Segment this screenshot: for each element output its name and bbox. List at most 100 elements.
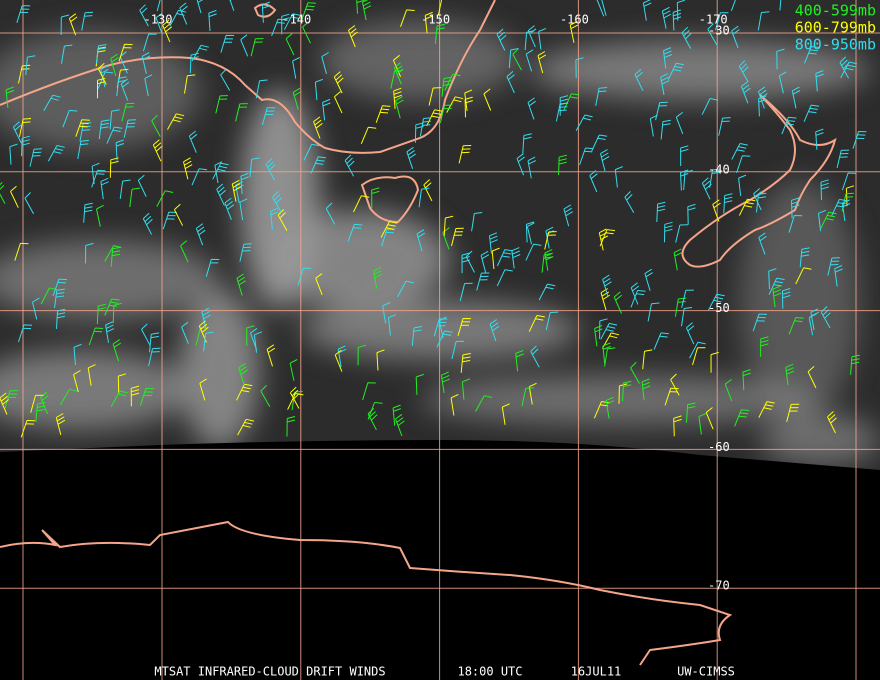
wind-barb: [333, 71, 344, 94]
wind-barb: [820, 306, 831, 329]
wind-barb: [642, 0, 652, 21]
wind-barb: [807, 366, 817, 389]
wind-barb: [738, 60, 749, 83]
wind-barb: [730, 0, 736, 11]
wind-barb: [656, 201, 666, 223]
wind-barb: [613, 291, 623, 314]
wind-barb: [673, 415, 682, 437]
wind-barb: [525, 243, 542, 261]
wind-barb: [601, 0, 607, 16]
wind-barb: [757, 11, 770, 31]
wind-barb: [641, 378, 651, 400]
wind-barb: [559, 95, 569, 116]
wind-barb: [439, 104, 453, 124]
wind-barb: [686, 402, 696, 423]
wind-barb: [195, 223, 206, 246]
wind-barb: [575, 57, 584, 78]
wind-barb: [423, 179, 433, 202]
wind-barb: [54, 288, 65, 309]
wind-barb: [201, 307, 211, 330]
wind-barb: [246, 325, 255, 346]
wind-barb: [35, 402, 46, 422]
longitude-label: -130: [144, 13, 173, 27]
wind-barb: [216, 183, 227, 206]
wind-barb: [270, 207, 279, 230]
wind-barb: [753, 188, 762, 211]
wind-barb: [14, 242, 29, 261]
wind-barb: [100, 177, 109, 200]
wind-barb: [43, 94, 61, 112]
wind-barb: [782, 288, 791, 309]
wind-barb: [348, 25, 358, 48]
wind-barb: [415, 373, 424, 395]
wind-barb: [791, 86, 801, 109]
wind-barb: [4, 390, 18, 409]
wind-barb: [715, 12, 729, 31]
wind-barb: [117, 373, 127, 395]
wind-barb: [436, 330, 453, 348]
latitude-label: -50: [708, 301, 730, 315]
wind-barb: [47, 145, 65, 162]
wind-barb: [21, 135, 30, 157]
wind-barb: [709, 168, 721, 188]
wind-barb: [491, 247, 500, 269]
wind-barb: [406, 146, 416, 169]
wind-barb: [224, 197, 235, 220]
wind-barb: [110, 246, 121, 267]
wind-barb: [538, 27, 547, 50]
wind-barb: [778, 71, 787, 94]
wind-barb: [687, 203, 696, 225]
wind-barb: [731, 143, 748, 160]
wind-barb: [544, 231, 557, 250]
wind-barb: [229, 0, 235, 11]
wind-barb: [681, 289, 694, 308]
wind-barb: [91, 169, 106, 188]
wind-barb: [116, 76, 127, 97]
wind-barb: [148, 347, 161, 367]
wind-barb: [660, 73, 670, 95]
wind-barb: [123, 119, 137, 138]
wind-barb: [661, 6, 672, 29]
wind-barb: [162, 20, 173, 43]
wind-barb: [681, 26, 692, 49]
wind-barb: [87, 364, 96, 386]
legend-entry: 400-599mb: [795, 2, 876, 20]
wind-barb: [289, 386, 300, 409]
wind-barb: [803, 104, 820, 122]
wind-barb: [598, 228, 609, 251]
wind-barb: [357, 344, 367, 366]
wind-barb: [88, 327, 104, 346]
wind-barb: [73, 343, 82, 366]
wind-barb: [558, 154, 568, 176]
wind-barb: [804, 46, 820, 64]
wind-barb: [440, 371, 451, 394]
wind-barb: [16, 5, 31, 23]
wind-barb: [5, 86, 15, 108]
wind-barb: [600, 288, 610, 311]
wind-barb: [60, 14, 70, 36]
wind-barb: [506, 71, 515, 94]
wind-barb: [589, 170, 598, 193]
wind-barb: [839, 56, 850, 79]
wind-barb: [602, 274, 612, 297]
wind-barb: [265, 158, 276, 181]
wind-barb: [528, 315, 545, 332]
wind-barb: [137, 174, 147, 197]
wind-barb: [61, 44, 73, 64]
wind-barb: [380, 221, 398, 238]
wind-barb: [723, 193, 733, 214]
wind-barb: [144, 74, 153, 97]
wind-barb: [40, 391, 49, 414]
wind-barb: [315, 273, 323, 296]
wind-barb: [788, 317, 804, 335]
wind-barb: [286, 416, 296, 437]
wind-barb: [527, 156, 537, 179]
wind-barb: [785, 363, 795, 386]
wind-barb: [675, 112, 684, 135]
wind-barb: [599, 229, 616, 247]
wind-barb: [10, 185, 19, 208]
latitude-label: -70: [708, 579, 730, 593]
wind-barb: [121, 102, 135, 122]
wind-barb: [393, 87, 402, 109]
wind-barb: [112, 302, 122, 324]
